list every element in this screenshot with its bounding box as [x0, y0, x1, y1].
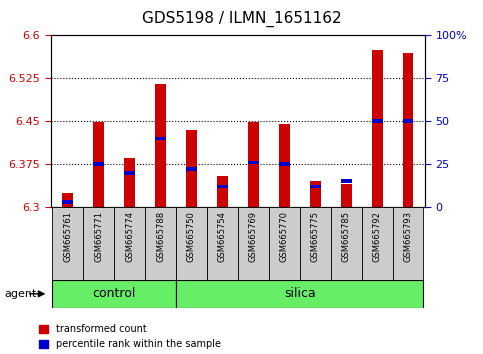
- Bar: [248, 161, 259, 164]
- Bar: [331, 207, 362, 280]
- Bar: [207, 207, 238, 280]
- Text: GSM665774: GSM665774: [125, 211, 134, 262]
- Bar: [217, 176, 228, 207]
- Bar: [83, 207, 114, 280]
- Text: GSM665785: GSM665785: [341, 211, 351, 262]
- Text: GSM665792: GSM665792: [372, 211, 382, 262]
- Bar: [279, 162, 290, 166]
- Bar: [186, 167, 197, 171]
- Bar: [403, 119, 413, 123]
- Text: GSM665761: GSM665761: [63, 211, 72, 262]
- Bar: [341, 184, 352, 207]
- Text: GSM665769: GSM665769: [249, 211, 258, 262]
- Text: GSM665775: GSM665775: [311, 211, 320, 262]
- Bar: [176, 280, 424, 308]
- Text: GSM665754: GSM665754: [218, 211, 227, 262]
- Text: GSM665770: GSM665770: [280, 211, 289, 262]
- Bar: [62, 200, 73, 204]
- Bar: [393, 207, 424, 280]
- Bar: [372, 50, 383, 207]
- Bar: [186, 130, 197, 207]
- Bar: [52, 207, 83, 280]
- Bar: [269, 207, 300, 280]
- Bar: [155, 84, 166, 207]
- Bar: [155, 137, 166, 140]
- Bar: [341, 179, 352, 183]
- Bar: [114, 207, 145, 280]
- Bar: [248, 122, 259, 207]
- Bar: [279, 124, 290, 207]
- Bar: [52, 280, 176, 308]
- Bar: [217, 184, 228, 188]
- Bar: [176, 207, 207, 280]
- Bar: [310, 184, 321, 188]
- Bar: [124, 171, 135, 175]
- Text: agent: agent: [5, 289, 37, 299]
- Bar: [238, 207, 269, 280]
- Text: GDS5198 / ILMN_1651162: GDS5198 / ILMN_1651162: [142, 11, 341, 27]
- Bar: [62, 193, 73, 207]
- Legend: transformed count, percentile rank within the sample: transformed count, percentile rank withi…: [39, 324, 221, 349]
- Bar: [145, 207, 176, 280]
- Bar: [93, 122, 104, 207]
- Text: GSM665793: GSM665793: [403, 211, 412, 262]
- Bar: [124, 159, 135, 207]
- Text: GSM665771: GSM665771: [94, 211, 103, 262]
- Bar: [300, 207, 331, 280]
- Bar: [93, 162, 104, 166]
- Text: control: control: [92, 287, 136, 300]
- Bar: [310, 181, 321, 207]
- Bar: [372, 119, 383, 123]
- Bar: [362, 207, 393, 280]
- Text: silica: silica: [284, 287, 315, 300]
- Text: GSM665788: GSM665788: [156, 211, 165, 262]
- Text: GSM665750: GSM665750: [187, 211, 196, 262]
- Bar: [403, 52, 413, 207]
